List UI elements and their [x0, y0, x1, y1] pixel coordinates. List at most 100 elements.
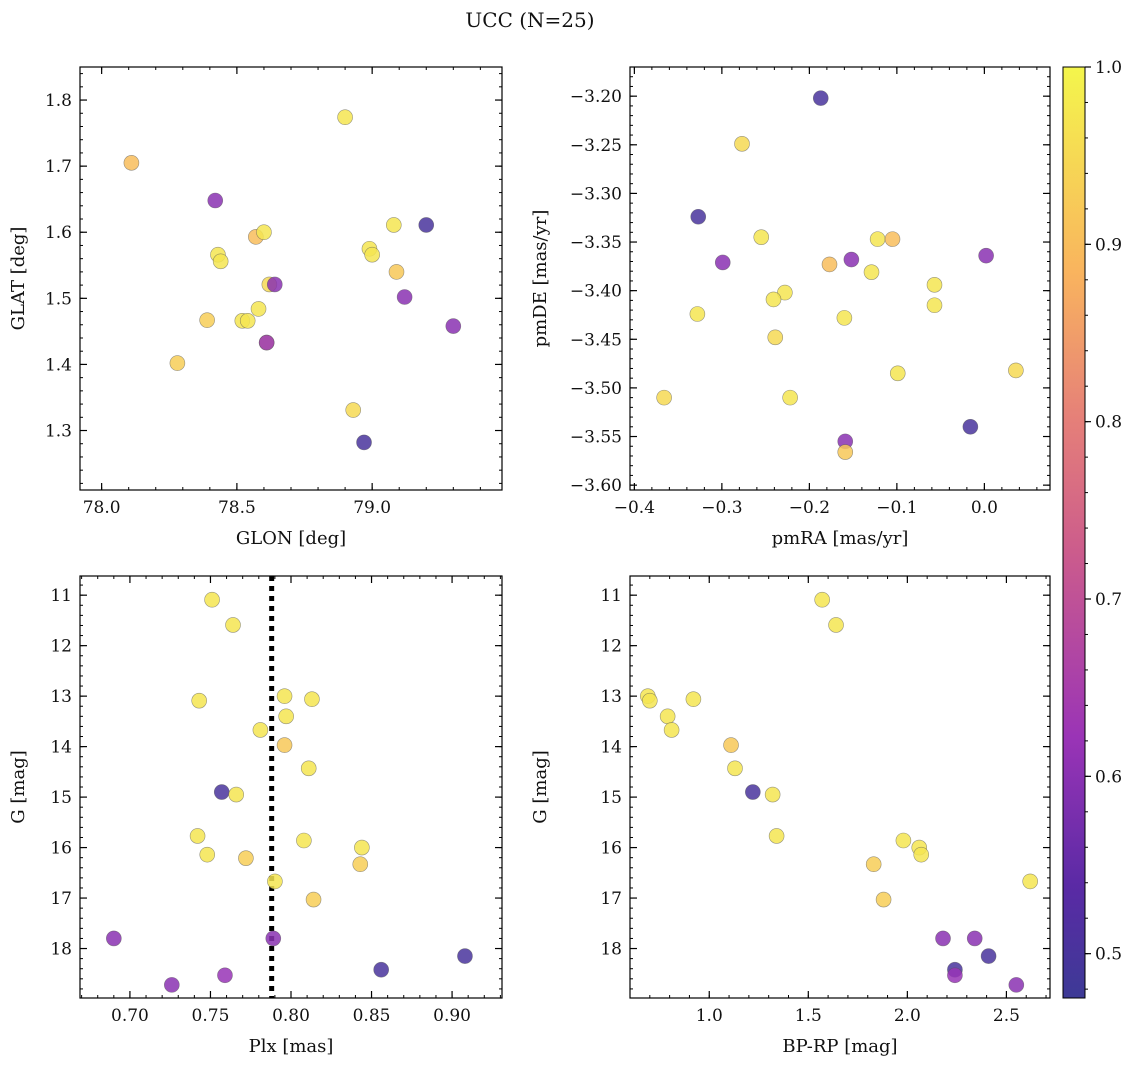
scatter-point — [418, 217, 435, 233]
x-axis-label: BP-RP [mag] — [782, 1036, 897, 1057]
scatter-point — [836, 310, 853, 326]
y-tick-label: 17 — [50, 889, 72, 909]
scatter-point — [445, 318, 462, 334]
scatter-point — [895, 832, 912, 849]
figure-title: UCC (N=25) — [465, 8, 594, 32]
colorbar-gradient — [1062, 66, 1086, 999]
x-tick-label: 1.5 — [795, 1006, 822, 1026]
scatter-point — [734, 136, 750, 152]
scatter-point — [276, 688, 293, 704]
scatter-point — [250, 301, 267, 317]
scatter-point — [777, 284, 793, 301]
y-tick-label: 1.4 — [45, 355, 72, 375]
plot-frame — [629, 66, 1051, 491]
x-tick-label: 78.5 — [218, 498, 256, 518]
x-tick-label: −0.1 — [876, 498, 917, 518]
scatter-point — [764, 786, 781, 803]
scatter-point — [714, 254, 731, 271]
scatter-point — [767, 329, 784, 346]
scatter-point — [659, 708, 676, 725]
scatter-point — [1008, 977, 1025, 993]
scatter-point — [814, 591, 830, 608]
x-tick-label: 0.75 — [192, 1006, 230, 1026]
colorbar-tick-label: 0.8 — [1095, 413, 1122, 433]
y-tick-label: 18 — [50, 940, 72, 960]
x-tick-label: 2.5 — [993, 1006, 1020, 1026]
y-tick-label: 1.3 — [45, 422, 72, 442]
y-tick-label: 1.8 — [45, 91, 72, 111]
scatter-point — [354, 839, 370, 856]
colorbar-tick-label: 0.9 — [1095, 235, 1122, 255]
scatter-point — [926, 277, 943, 293]
scatter-point — [782, 389, 798, 406]
x-tick-label: 79.0 — [353, 498, 391, 518]
scatter-point — [169, 355, 186, 371]
scatter-point — [217, 967, 233, 984]
scatter-point — [913, 846, 930, 863]
scatter-point — [252, 722, 269, 738]
colorbar-tick-label: 1.0 — [1095, 58, 1122, 78]
scatter-point — [266, 276, 283, 293]
scatter-point — [106, 930, 122, 947]
x-tick-label: 0.70 — [111, 1006, 149, 1026]
scatter-point — [164, 977, 180, 993]
x-tick-label: 0.85 — [353, 1006, 391, 1026]
y-tick-label: 12 — [50, 637, 72, 657]
scatter-point — [199, 312, 215, 328]
scatter-point — [821, 256, 838, 273]
scatter-point — [228, 786, 245, 803]
x-tick-label: 0.80 — [272, 1006, 310, 1026]
colorbar-tick-label: 0.5 — [1095, 945, 1122, 965]
scatter-point — [926, 297, 943, 314]
y-tick-label: 15 — [600, 788, 622, 808]
scatter-point — [663, 722, 680, 738]
scatter-point — [337, 109, 353, 126]
scatter-point — [753, 229, 770, 245]
y-tick-label: 1.7 — [45, 157, 72, 177]
scatter-point — [723, 737, 739, 753]
y-tick-label: −3.35 — [570, 233, 622, 253]
scatter-point — [966, 930, 983, 947]
y-tick-label: 16 — [600, 839, 622, 859]
scatter-point — [191, 692, 207, 709]
y-tick-label: 11 — [50, 586, 72, 606]
y-tick-label: −3.40 — [570, 282, 622, 302]
plot-frame — [79, 575, 503, 999]
scatter-point — [978, 247, 994, 264]
scatter-point — [207, 192, 224, 209]
scatter-point — [745, 784, 761, 800]
scatter-point — [388, 264, 405, 280]
y-axis-label: G [mag] — [8, 750, 29, 823]
scatter-point — [935, 930, 951, 947]
scatter-point — [373, 961, 389, 978]
scatter-point — [213, 784, 230, 800]
y-axis-label: GLAT [deg] — [8, 227, 29, 331]
scatter-point — [869, 231, 886, 247]
x-tick-label: 0.90 — [433, 1006, 471, 1026]
scatter-point — [768, 828, 785, 844]
scatter-point — [689, 306, 706, 322]
scatter-point — [364, 246, 380, 263]
y-tick-label: −3.55 — [570, 428, 622, 448]
y-tick-label: 1.6 — [45, 223, 72, 243]
scatter-point — [828, 617, 844, 633]
scatter-point — [457, 948, 473, 964]
plot-frame — [79, 66, 503, 491]
x-tick-label: −0.2 — [789, 498, 830, 518]
y-tick-label: 16 — [50, 839, 72, 859]
scatter-point — [300, 760, 317, 777]
panels: 78.0 78.5 79.0 1.3 1.4 1.5 1.6 1.7 1.8 GLON [deg]… — [8, 66, 1051, 1057]
scatter-point — [396, 289, 413, 305]
x-tick-label: 78.0 — [83, 498, 121, 518]
x-axis-label: GLON [deg] — [236, 528, 346, 549]
y-tick-label: −3.20 — [570, 87, 622, 107]
scatter-point — [642, 692, 658, 709]
colorbar: 0.5 0.6 0.7 0.8 0.9 1.0 — [1062, 58, 1122, 999]
panel-2: −0.4 −0.3 −0.2 −0.1 0.0 −3.60 −3.55 −3.50 −3.45 −… — [530, 66, 1051, 549]
scatter-point — [123, 155, 140, 171]
scatter-point — [947, 967, 963, 984]
scatter-point — [727, 760, 743, 777]
y-tick-label: −3.60 — [570, 476, 622, 496]
scatter-point — [296, 832, 312, 849]
scatter-point — [239, 312, 256, 329]
